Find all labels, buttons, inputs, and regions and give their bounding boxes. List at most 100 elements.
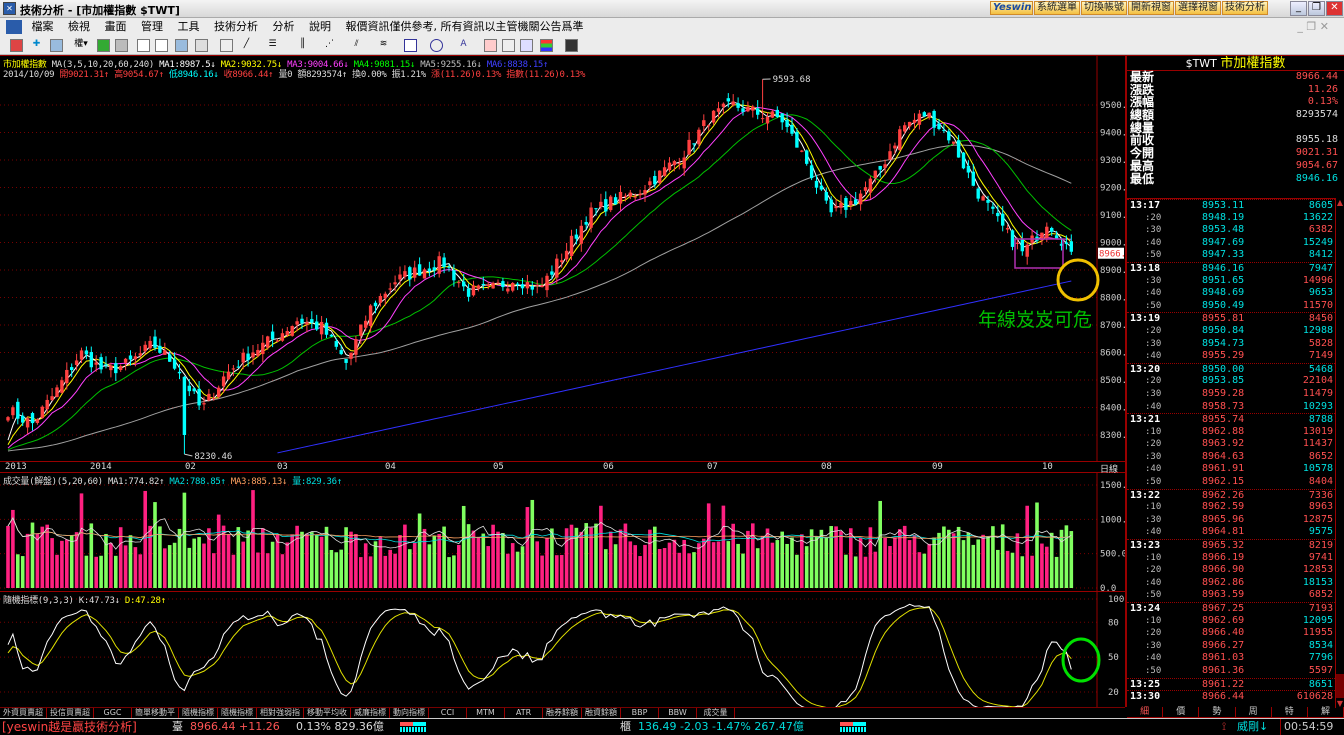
- menu-view[interactable]: 檢視: [68, 20, 90, 33]
- system-menu-button[interactable]: 系統選單: [1034, 1, 1080, 15]
- channel-tool-icon[interactable]: ≋: [379, 39, 388, 49]
- indicator-tab[interactable]: 移動平均收: [304, 708, 351, 718]
- draw-pencil-icon[interactable]: [220, 39, 233, 52]
- copy-icon[interactable]: [520, 39, 533, 52]
- tick-row[interactable]: :20 8966.90 12853: [1127, 564, 1335, 577]
- tick-row[interactable]: 13:18 8946.16 7947: [1127, 261, 1335, 275]
- tick-row[interactable]: :50 8961.36 5597: [1127, 665, 1335, 678]
- indicator-tab[interactable]: BBP: [621, 708, 659, 718]
- tick-row[interactable]: :30 8959.28 11479: [1127, 388, 1335, 401]
- save-icon[interactable]: [565, 39, 578, 52]
- quote-tab[interactable]: 價: [1163, 707, 1200, 718]
- crosshair-icon[interactable]: ✚: [32, 39, 41, 49]
- select-window-button[interactable]: 選擇視窗: [1175, 1, 1221, 15]
- menu-tools[interactable]: 工具: [177, 20, 200, 33]
- menu-manage[interactable]: 管理: [141, 20, 163, 33]
- tick-row[interactable]: :10 8962.69 12095: [1127, 615, 1335, 628]
- tick-row[interactable]: :50 8950.49 11570: [1127, 300, 1335, 313]
- tick-row[interactable]: 13:23 8965.32 8219: [1127, 539, 1335, 552]
- menu-technical-analysis[interactable]: 技術分析: [214, 20, 258, 33]
- period-icon[interactable]: [50, 39, 63, 52]
- tick-row[interactable]: 13:30 8966.44 610628: [1127, 690, 1335, 703]
- fib-tool-icon[interactable]: ☰: [268, 39, 277, 49]
- color-palette-icon[interactable]: [540, 39, 553, 52]
- tick-row[interactable]: 13:20 8950.00 5468: [1127, 362, 1335, 376]
- tick-row[interactable]: :30 8966.27 8534: [1127, 640, 1335, 653]
- indicator-tab[interactable]: 外資買賣超: [0, 708, 47, 718]
- tick-row[interactable]: 13:19 8955.81 8450: [1127, 312, 1335, 325]
- tick-row[interactable]: :30 8964.63 8652: [1127, 451, 1335, 464]
- tick-row[interactable]: :50 8947.33 8412: [1127, 249, 1335, 262]
- indicator-tab[interactable]: 融券餘額: [543, 708, 582, 718]
- tick-row[interactable]: :40 8962.86 18153: [1127, 577, 1335, 590]
- quote-tab[interactable]: 解: [1307, 707, 1344, 718]
- menu-screen[interactable]: 畫面: [104, 20, 127, 33]
- kd-chart[interactable]: 100 80 50 20: [0, 591, 1125, 708]
- tick-row[interactable]: :20 8966.40 11955: [1127, 627, 1335, 640]
- indicator-tab[interactable]: ATR: [505, 708, 543, 718]
- alert-text[interactable]: 威剛↓: [1237, 720, 1269, 733]
- indicator-tab[interactable]: BBW: [659, 708, 697, 718]
- tick-row[interactable]: 13:25 8961.22 8651: [1127, 677, 1335, 691]
- tick-row[interactable]: :40 8958.73 10293: [1127, 401, 1335, 414]
- quote-tab[interactable]: 細: [1127, 707, 1164, 718]
- tick-row[interactable]: :10 8962.59 8963: [1127, 501, 1335, 514]
- rectangle-tool-icon[interactable]: [404, 39, 417, 52]
- fan-tool-icon[interactable]: ⋰: [325, 39, 334, 49]
- chart-type-icon[interactable]: [10, 39, 23, 52]
- tick-row[interactable]: 13:21 8955.74 8788: [1127, 413, 1335, 426]
- indicator-tab[interactable]: 相對強弱指: [257, 708, 304, 718]
- tick-row[interactable]: :40 8961.03 7796: [1127, 652, 1335, 665]
- tick-row[interactable]: :10 8962.88 13019: [1127, 426, 1335, 439]
- quote-tab[interactable]: 勢: [1199, 707, 1236, 718]
- layout-icon[interactable]: [175, 39, 188, 52]
- ellipse-tool-icon[interactable]: [430, 39, 443, 52]
- tick-row[interactable]: :40 8955.29 7149: [1127, 350, 1335, 363]
- line-tool-icon[interactable]: ╱: [243, 39, 250, 49]
- compare-icon[interactable]: [115, 39, 128, 52]
- tick-row[interactable]: :30 8953.48 6382: [1127, 224, 1335, 237]
- quote-tab[interactable]: 特: [1271, 707, 1308, 718]
- tick-row[interactable]: :40 8947.69 15249: [1127, 237, 1335, 250]
- indicator-tab[interactable]: 威廉指標: [351, 708, 390, 718]
- tick-row[interactable]: :20 8953.85 22104: [1127, 375, 1335, 388]
- delete-drawing-icon[interactable]: [484, 39, 497, 52]
- tick-row[interactable]: :30 8965.96 12875: [1127, 514, 1335, 527]
- parallel-tool-icon[interactable]: ⫽: [354, 39, 359, 49]
- tick-row[interactable]: 13:24 8967.25 7193: [1127, 602, 1335, 615]
- switch-account-button[interactable]: 切換帳號: [1081, 1, 1127, 15]
- indicator-tab[interactable]: MTM: [467, 708, 505, 718]
- tick-row[interactable]: :50 8963.59 6852: [1127, 589, 1335, 602]
- tick-row[interactable]: :10 8966.19 9741: [1127, 552, 1335, 565]
- yeswin-logo[interactable]: Yeswin: [990, 1, 1033, 15]
- menu-help[interactable]: 說明: [309, 20, 331, 33]
- indicator-tab[interactable]: 動向指標: [390, 708, 429, 718]
- tick-row[interactable]: :30 8951.65 14996: [1127, 275, 1335, 288]
- tick-row[interactable]: :50 8962.15 8404: [1127, 476, 1335, 489]
- tick-scrollbar[interactable]: ▲ ▼: [1335, 198, 1344, 708]
- settings-icon[interactable]: [195, 39, 208, 52]
- indicator-tab[interactable]: CCI: [429, 708, 467, 718]
- quote-tab[interactable]: 周: [1235, 707, 1272, 718]
- tick-list[interactable]: 13:17 8953.11 8605:20 8948.19 13622:30 8953.4…: [1127, 198, 1335, 703]
- restore-button[interactable]: ❐: [1308, 1, 1325, 16]
- indicator-tab[interactable]: 投信買賣超: [47, 708, 94, 718]
- mdi-controls[interactable]: _ ❐ ✕: [1297, 20, 1329, 33]
- volume-chart[interactable]: 1500.0 1000.0 500.0 0.0: [0, 473, 1125, 591]
- scroll-up-icon[interactable]: ▲: [1336, 198, 1344, 207]
- line-chart-icon[interactable]: [137, 39, 150, 52]
- window-line-icon[interactable]: [155, 39, 168, 52]
- tick-row[interactable]: :20 8963.92 11437: [1127, 438, 1335, 451]
- menu-file[interactable]: 檔案: [31, 20, 54, 33]
- tick-row[interactable]: :30 8954.73 5828: [1127, 338, 1335, 351]
- indicator-tab[interactable]: 隨機指標: [179, 708, 218, 718]
- price-chart[interactable]: 9500.0 9400.0 9300.0 9200.0 9100.0 9000.0 8900…: [0, 56, 1125, 461]
- close-button[interactable]: ✕: [1326, 1, 1343, 16]
- scroll-down-icon[interactable]: ▼: [1336, 699, 1344, 708]
- eraser-icon[interactable]: [502, 39, 515, 52]
- tick-row[interactable]: 13:17 8953.11 8605: [1127, 199, 1335, 212]
- tick-row[interactable]: :20 8948.19 13622: [1127, 212, 1335, 225]
- vertical-lines-icon[interactable]: ║: [299, 39, 306, 49]
- tick-row[interactable]: :20 8950.84 12988: [1127, 325, 1335, 338]
- text-tool-icon[interactable]: A: [460, 39, 467, 49]
